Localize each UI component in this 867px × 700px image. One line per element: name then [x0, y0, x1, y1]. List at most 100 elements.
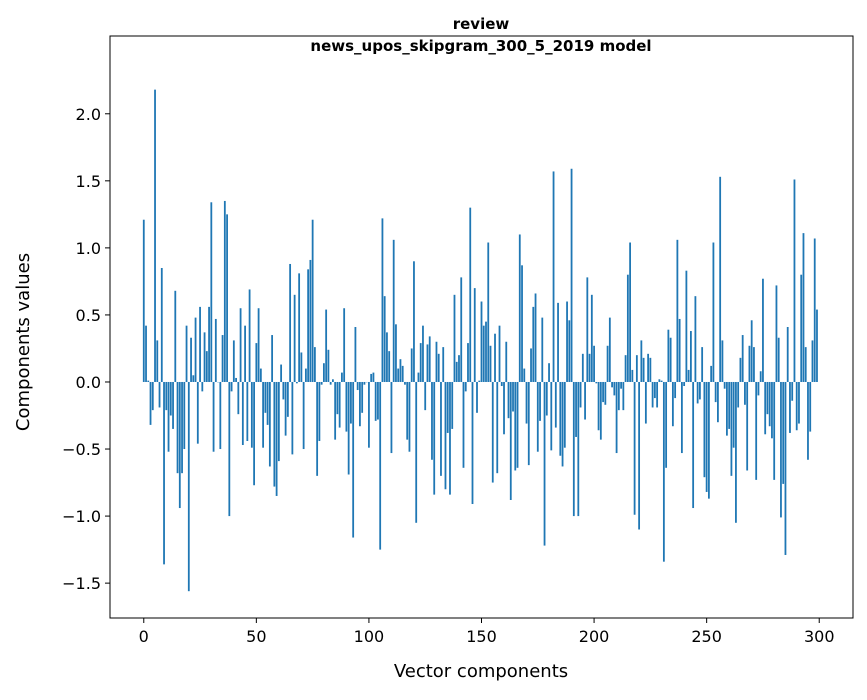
bar	[573, 382, 575, 516]
bar	[591, 295, 593, 382]
bar	[600, 382, 602, 440]
bar	[150, 382, 152, 425]
bar	[454, 295, 456, 382]
bar	[323, 363, 325, 382]
bar	[776, 285, 778, 382]
bar	[355, 327, 357, 382]
x-tick-label: 250	[691, 627, 722, 646]
bar	[235, 378, 237, 382]
bar	[771, 382, 773, 438]
bar	[794, 179, 796, 381]
bar	[465, 382, 467, 391]
x-tick-label: 100	[354, 627, 385, 646]
bar	[370, 374, 372, 382]
bar	[282, 382, 284, 399]
bar	[692, 382, 694, 508]
bar	[703, 382, 705, 477]
bar	[179, 382, 181, 508]
bar	[181, 382, 183, 473]
bar	[195, 318, 197, 382]
bar	[278, 382, 280, 461]
bar	[492, 382, 494, 483]
bar	[411, 348, 413, 382]
bar	[778, 338, 780, 382]
bars-group	[143, 90, 818, 592]
bar	[564, 382, 566, 448]
bar	[379, 382, 381, 550]
bar	[535, 293, 537, 382]
bar	[555, 382, 557, 428]
bar	[496, 382, 498, 473]
bar	[672, 382, 674, 426]
bar	[228, 382, 230, 516]
bar	[422, 326, 424, 382]
bar	[708, 382, 710, 499]
bar	[472, 382, 474, 504]
bar	[553, 171, 555, 382]
bar	[681, 382, 683, 453]
bar	[271, 335, 273, 382]
bar	[625, 355, 627, 382]
bar	[267, 382, 269, 425]
x-tick-label: 200	[579, 627, 610, 646]
bar	[397, 369, 399, 382]
bar	[562, 382, 564, 466]
bar	[724, 382, 726, 389]
bar	[219, 382, 221, 449]
bar	[690, 331, 692, 382]
bar	[715, 382, 717, 402]
bar	[303, 382, 305, 449]
bar	[749, 346, 751, 382]
bar	[418, 373, 420, 382]
bar	[645, 382, 647, 424]
bar	[192, 375, 194, 382]
chart-subtitle: news_upos_skipgram_300_5_2019 model	[310, 37, 651, 55]
bar	[722, 340, 724, 382]
bar	[661, 381, 663, 382]
bar	[737, 382, 739, 407]
bar	[348, 382, 350, 475]
bar	[526, 382, 528, 424]
bar	[474, 288, 476, 382]
bar	[386, 332, 388, 382]
bar	[409, 382, 411, 452]
bar	[656, 382, 658, 407]
bar	[478, 381, 480, 382]
bar	[339, 382, 341, 428]
bar	[580, 382, 582, 407]
y-tick-label: −1.0	[62, 507, 101, 526]
bar	[694, 296, 696, 382]
bar	[210, 202, 212, 382]
bar	[460, 277, 462, 382]
bar	[593, 346, 595, 382]
bar	[145, 326, 147, 382]
bar	[199, 307, 201, 382]
bar	[262, 382, 264, 448]
bar	[260, 369, 262, 382]
bar	[436, 342, 438, 382]
bar	[490, 346, 492, 382]
bar	[517, 382, 519, 468]
bar	[629, 243, 631, 382]
bar	[791, 382, 793, 401]
bar	[665, 382, 667, 468]
bar	[485, 322, 487, 382]
bar	[550, 382, 552, 450]
bar	[172, 382, 174, 429]
bar	[780, 382, 782, 517]
bar	[388, 351, 390, 382]
bar	[208, 307, 210, 382]
bar	[800, 275, 802, 382]
bar	[809, 382, 811, 432]
bar	[546, 382, 548, 416]
bar	[240, 308, 242, 382]
bar	[469, 208, 471, 382]
bar	[663, 382, 665, 562]
bar	[634, 382, 636, 515]
bar	[595, 382, 597, 383]
bar	[451, 382, 453, 429]
bar	[505, 342, 507, 382]
bar	[713, 243, 715, 382]
bar	[273, 382, 275, 487]
